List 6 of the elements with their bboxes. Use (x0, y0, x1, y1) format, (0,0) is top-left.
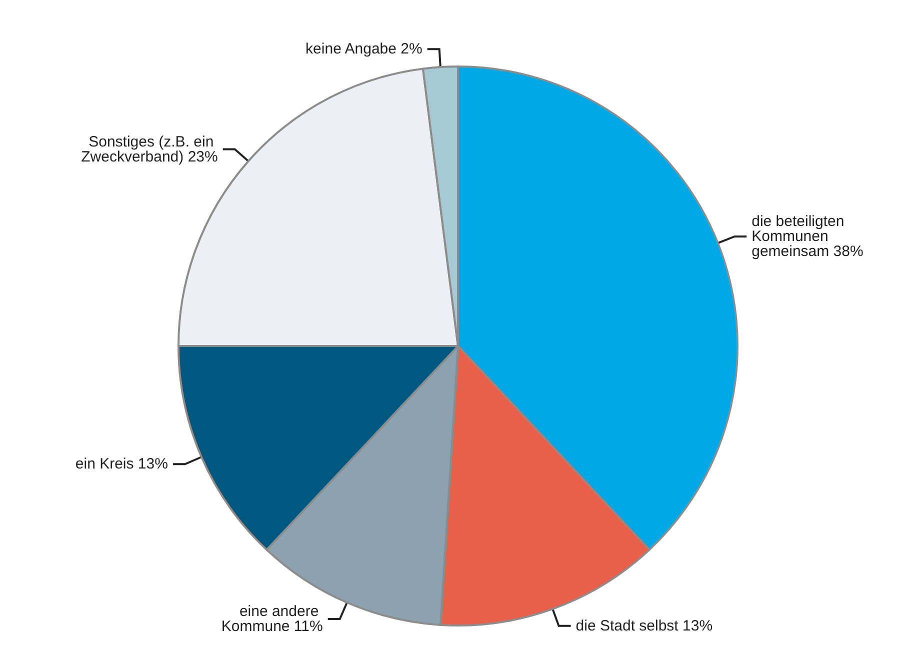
slice-label: die beteiligten Kommunen gemeinsam 38% (752, 212, 864, 260)
slice-label: keine Angabe 2% (306, 40, 422, 58)
slice-label: eine andere Kommune 11% (221, 603, 323, 636)
slice-label: Sonstiges (z.B. ein Zweckverband) 23% (81, 133, 218, 166)
slice-label: ein Kreis 13% (75, 456, 168, 473)
slice-label: die Stadt selbst 13% (576, 617, 713, 634)
